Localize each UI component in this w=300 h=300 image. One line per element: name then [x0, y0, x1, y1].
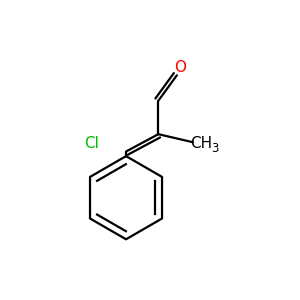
- Text: Cl: Cl: [84, 136, 99, 151]
- Text: CH: CH: [190, 136, 212, 151]
- Text: O: O: [174, 60, 186, 75]
- Text: 3: 3: [211, 142, 219, 154]
